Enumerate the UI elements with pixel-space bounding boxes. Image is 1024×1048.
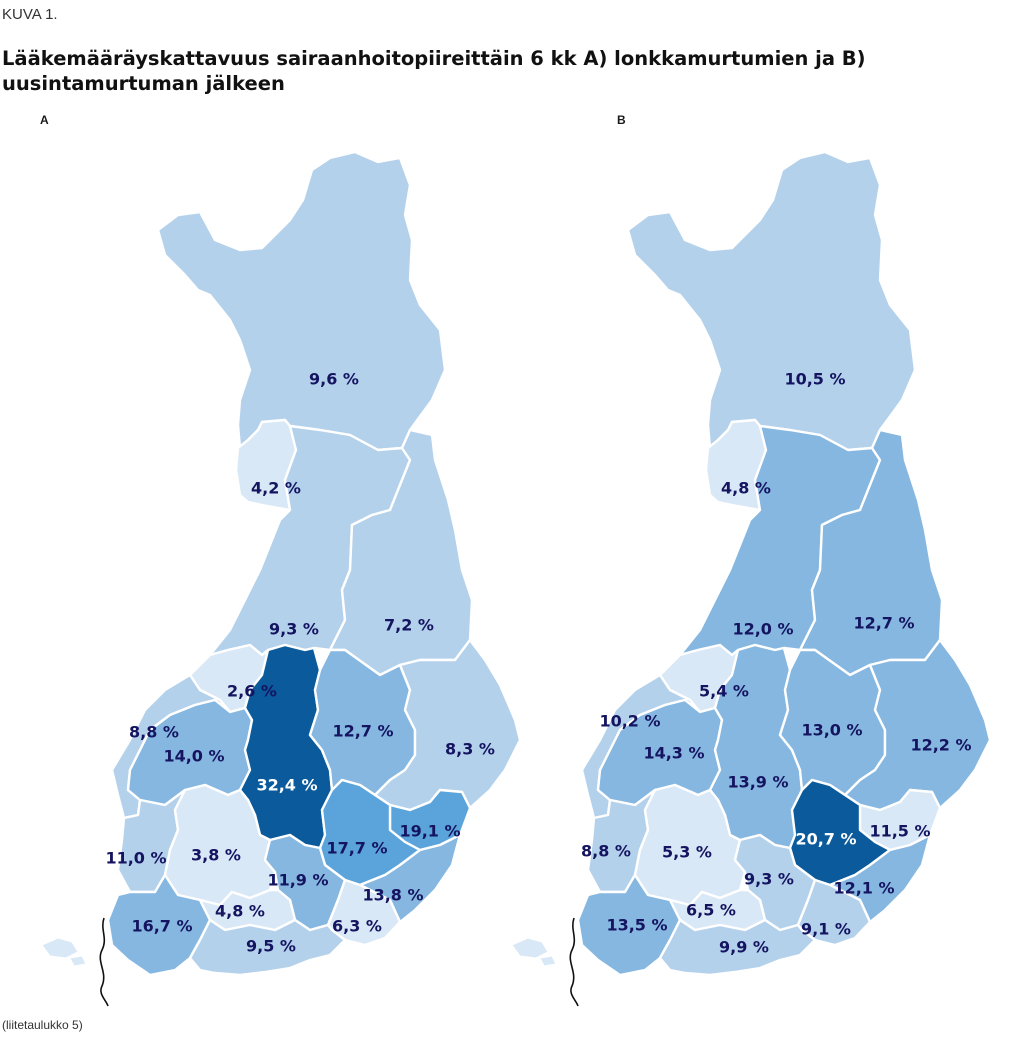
value-label-pohjois-pohjanmaa: 12,0 % xyxy=(732,620,793,639)
value-label-pohjois-karjala: 12,2 % xyxy=(910,736,971,755)
value-label-kainuu: 7,2 % xyxy=(384,616,434,635)
value-label-etela-karjala: 12,1 % xyxy=(833,879,894,898)
value-label-pohjois-savo: 13,0 % xyxy=(801,721,862,740)
region-kymenlaakso xyxy=(326,878,402,947)
aland-islands xyxy=(511,937,557,967)
value-label-vaasa: 10,2 % xyxy=(599,712,660,731)
value-label-vaasa: 8,8 % xyxy=(129,723,179,742)
region-hus xyxy=(188,918,347,977)
value-label-keski-pohjanmaa: 2,6 % xyxy=(227,682,277,701)
value-label-kymenlaakso: 9,1 % xyxy=(801,920,851,939)
value-label-keski-suomi: 32,4 % xyxy=(256,776,317,795)
value-label-etela-savo: 20,7 % xyxy=(795,830,856,849)
region-lappi xyxy=(626,150,917,452)
map-break-marker xyxy=(99,917,109,1007)
value-label-varsinais-suomi: 13,5 % xyxy=(606,916,667,935)
value-label-ita-savo: 11,5 % xyxy=(869,822,930,841)
value-label-keski-suomi: 13,9 % xyxy=(727,773,788,792)
value-label-lansi-pohja: 4,8 % xyxy=(721,479,771,498)
value-label-paijat-hame: 9,3 % xyxy=(744,870,794,889)
value-label-pohjois-pohjanmaa: 9,3 % xyxy=(269,620,319,639)
region-hus xyxy=(658,918,817,977)
value-label-etela-karjala: 13,8 % xyxy=(362,886,423,905)
value-label-lappi: 10,5 % xyxy=(784,370,845,389)
value-label-pirkanmaa: 5,3 % xyxy=(662,843,712,862)
value-label-kymenlaakso: 6,3 % xyxy=(332,917,382,936)
value-label-etela-pohjanmaa: 14,0 % xyxy=(163,747,224,766)
value-label-ita-savo: 19,1 % xyxy=(399,822,460,841)
map-regions-a: 9,6 % 4,2 % 9,3 % 7,2 % 2,6 % 8,8 % 14,0 % 32,4… xyxy=(41,150,520,1007)
value-label-satakunta: 11,0 % xyxy=(105,849,166,868)
panel-label-a: A xyxy=(40,113,49,127)
value-label-pohjois-savo: 12,7 % xyxy=(332,722,393,741)
value-label-etela-pohjanmaa: 14,3 % xyxy=(643,744,704,763)
map-panel-a: 9,6 % 4,2 % 9,3 % 7,2 % 2,6 % 8,8 % 14,0 % 32,4… xyxy=(41,150,520,1007)
value-label-kanta-hame: 6,5 % xyxy=(686,901,736,920)
value-label-paijat-hame: 11,9 % xyxy=(267,871,328,890)
value-label-varsinais-suomi: 16,7 % xyxy=(131,917,192,936)
value-label-hus: 9,9 % xyxy=(719,938,769,957)
value-label-pohjois-karjala: 8,3 % xyxy=(445,740,495,759)
value-label-lansi-pohja: 4,2 % xyxy=(251,479,301,498)
map-panel-b: 10,5 % 4,8 % 12,0 % 12,7 % 5,4 % 10,2 % 14,3 %… xyxy=(511,150,992,1007)
map-regions-b: 10,5 % 4,8 % 12,0 % 12,7 % 5,4 % 10,2 % 14,3 %… xyxy=(511,150,992,1007)
panel-label-b: B xyxy=(617,113,626,127)
map-break-marker xyxy=(569,917,579,1007)
figure-label: KUVA 1. xyxy=(2,6,58,23)
value-label-pirkanmaa: 3,8 % xyxy=(191,846,241,865)
region-lappi xyxy=(156,150,447,452)
value-label-lappi: 9,6 % xyxy=(309,370,359,389)
value-label-hus: 9,5 % xyxy=(246,937,296,956)
value-label-keski-pohjanmaa: 5,4 % xyxy=(699,682,749,701)
value-label-etela-savo: 17,7 % xyxy=(326,839,387,858)
aland-islands xyxy=(41,937,87,967)
region-kymenlaakso xyxy=(796,878,872,947)
value-label-satakunta: 8,8 % xyxy=(581,842,631,861)
figure-title: Lääkemääräyskattavuus sairaanhoitopiirei… xyxy=(2,47,866,95)
source-note: (liitetaulukko 5) xyxy=(2,1018,83,1032)
value-label-kanta-hame: 4,8 % xyxy=(215,902,265,921)
value-label-kainuu: 12,7 % xyxy=(853,614,914,633)
